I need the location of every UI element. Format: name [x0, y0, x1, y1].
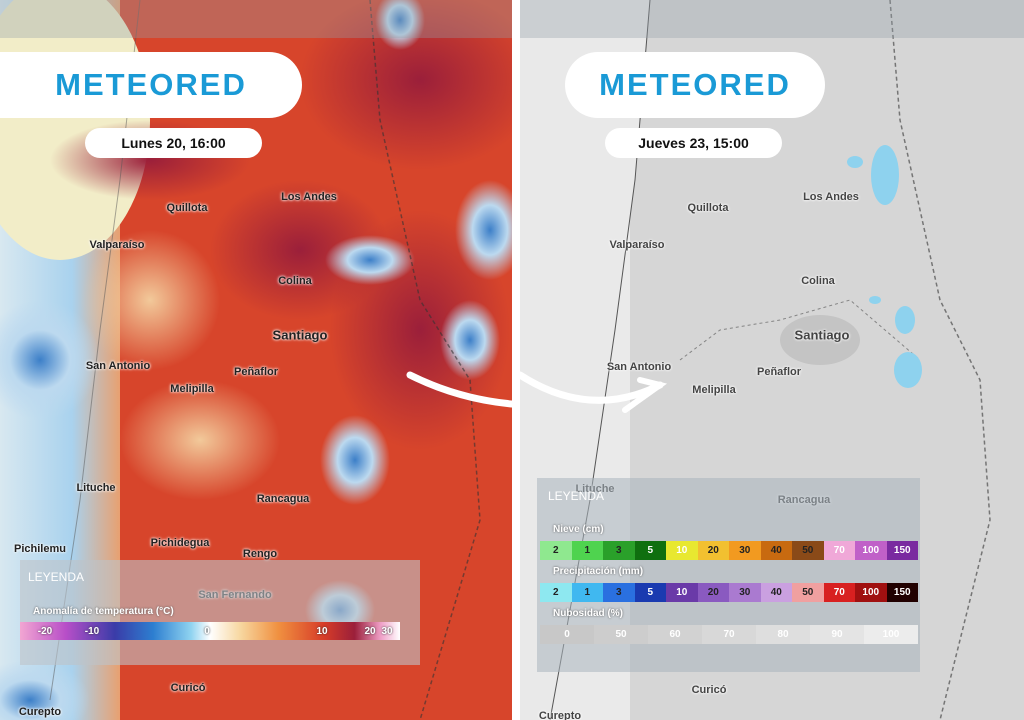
color-bar: 2 1 3 5 10 20 30 40 50 70 100 150 [540, 541, 918, 560]
scale-label: 80 [756, 625, 810, 644]
city-label: Curepto [538, 710, 582, 720]
city-label: Pichilemu [14, 543, 66, 555]
city-label: Curepto [18, 706, 62, 718]
scale-label: 5 [634, 541, 666, 560]
city-label: Melipilla [170, 383, 214, 395]
scale-label: 30 [729, 583, 761, 602]
scale-title: Nieve (cm) [553, 524, 604, 535]
city-label: Santiago [794, 327, 850, 343]
city-label: Rancagua [256, 493, 310, 505]
color-bar [20, 622, 400, 640]
tick-label: -20 [37, 626, 53, 637]
scale-title: Anomalía de temperatura (°C) [33, 606, 174, 617]
logo: METEORED [0, 52, 302, 118]
legend: LEYENDA Nieve (cm) 2 1 3 5 10 20 30 40 50 70 100 150… [537, 478, 920, 672]
date-label: Jueves 23, 15:00 [605, 128, 782, 158]
scale-label: 2 [540, 541, 572, 560]
scale-label: 3 [603, 583, 635, 602]
city-label: San Antonio [85, 360, 151, 372]
city-label: Los Andes [803, 191, 859, 203]
city-label: Lituche [76, 482, 116, 494]
scale-label: 40 [760, 541, 792, 560]
city-label: Rengo [242, 548, 278, 560]
tick-label: -10 [84, 626, 100, 637]
tick-label: 30 [381, 626, 393, 637]
scale-label: 30 [729, 541, 761, 560]
city-label: Curicó [691, 684, 727, 696]
top-bar [0, 0, 512, 38]
scale-title: Nubosidad (%) [553, 608, 623, 619]
scale-label: 0 [540, 625, 594, 644]
tick-label: 20 [364, 626, 376, 637]
scale-label: 100 [855, 583, 887, 602]
scale-label: 50 [792, 583, 824, 602]
tick-label: 10 [316, 626, 328, 637]
map-panel: METEORED Lunes 20, 16:00 Quillota Los And… [0, 0, 512, 720]
scale-label: 1 [571, 583, 603, 602]
tick-label: 0 [204, 626, 210, 637]
city-label: Colina [801, 275, 835, 287]
city-label: Quillota [687, 202, 729, 214]
scale-label: 5 [634, 583, 666, 602]
city-label: Pichidegua [150, 537, 210, 549]
scale-label: 50 [594, 625, 648, 644]
top-bar [520, 0, 1024, 38]
city-label: Valparaíso [89, 239, 145, 251]
scale-label: 10 [666, 541, 698, 560]
scale-label: 100 [855, 541, 887, 560]
scale-label: 90 [810, 625, 864, 644]
scale-label: 20 [697, 583, 729, 602]
scale-label: 100 [864, 625, 918, 644]
city-label: San Antonio [606, 361, 672, 373]
scale-label: 70 [823, 583, 855, 602]
city-label: Melipilla [692, 384, 736, 396]
city-label: Los Andes [281, 191, 337, 203]
city-label: Valparaíso [609, 239, 665, 251]
legend-title: LEYENDA [548, 489, 605, 503]
scale-label: 60 [648, 625, 702, 644]
legend-title: LEYENDA [28, 570, 85, 584]
city-label: Peñaflor [756, 366, 802, 378]
city-label: Colina [278, 275, 312, 287]
scale-label: 150 [886, 541, 918, 560]
scale-label: 10 [666, 583, 698, 602]
map-background [0, 0, 512, 720]
date-label: Lunes 20, 16:00 [85, 128, 262, 158]
scale-label: 1 [571, 541, 603, 560]
color-bar: 0 50 60 70 80 90 100 [540, 625, 918, 644]
scale-label: 70 [823, 541, 855, 560]
color-bar: 2 1 3 5 10 20 30 40 50 70 100 150 [540, 583, 918, 602]
legend: LEYENDA Anomalía de temperatura (°C) -20… [20, 560, 420, 665]
city-label: Quillota [166, 202, 208, 214]
city-label: Peñaflor [233, 366, 279, 378]
scale-label: 150 [886, 583, 918, 602]
scale-label: 50 [792, 541, 824, 560]
city-label: Santiago [272, 327, 328, 343]
scale-label: 3 [603, 541, 635, 560]
scale-label: 40 [760, 583, 792, 602]
city-label: Curicó [170, 682, 206, 694]
map-panel: METEORED Jueves 23, 15:00 Quillota Los An… [520, 0, 1024, 720]
scale-label: 20 [697, 541, 729, 560]
scale-label: 70 [702, 625, 756, 644]
scale-label: 2 [540, 583, 572, 602]
scale-title: Precipitación (mm) [553, 566, 644, 577]
logo: METEORED [565, 52, 825, 118]
